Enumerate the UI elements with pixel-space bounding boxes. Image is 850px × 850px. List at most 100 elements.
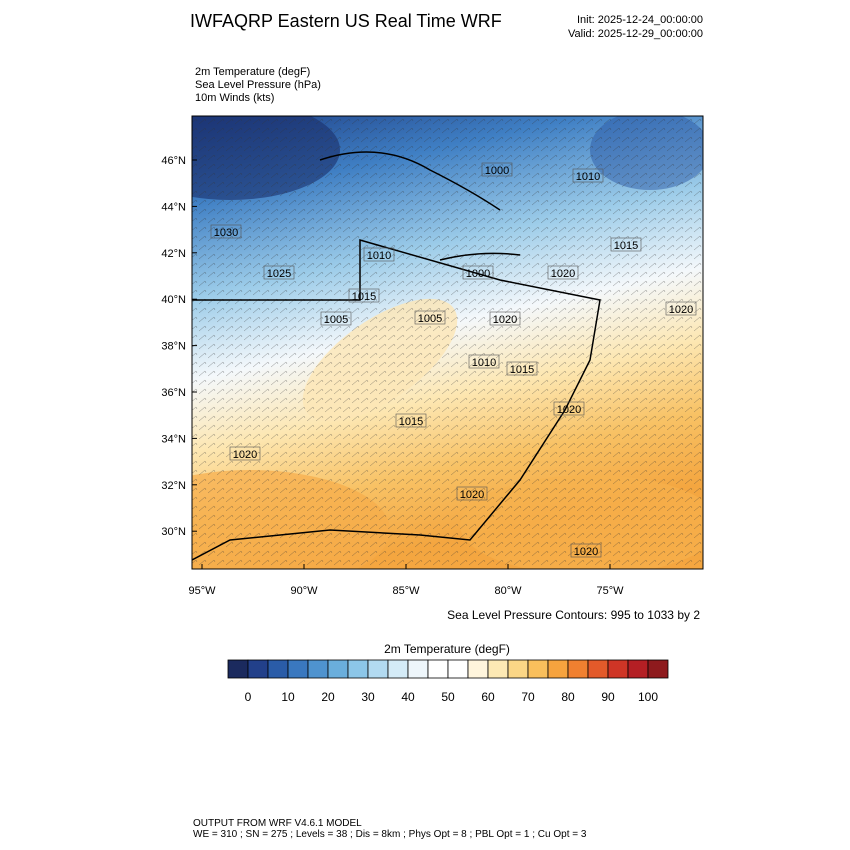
colorbar-tick-label: 100 — [638, 690, 658, 704]
contour-label: 1010 — [472, 357, 496, 369]
footer-line: OUTPUT FROM WRF V4.6.1 MODEL — [193, 818, 362, 829]
colorbar: 0 10 20 30 40 50 60 70 80 90 100 — [227, 659, 669, 704]
colorbar-swatch — [527, 659, 549, 679]
contour-label-box — [414, 310, 446, 325]
lat-label: 42°N — [161, 248, 186, 260]
colorbar-title: 2m Temperature (degF) — [384, 642, 510, 656]
map-area — [192, 116, 703, 569]
lon-label: 95°W — [188, 585, 216, 597]
contour-label-box — [456, 486, 488, 501]
contour-label-box — [489, 311, 521, 326]
lat-label: 40°N — [161, 294, 186, 306]
map-frame — [191, 115, 704, 570]
lon-label: 75°W — [596, 585, 624, 597]
contour-label-box — [348, 288, 380, 303]
colorbar-swatch — [507, 659, 529, 679]
contour-label-box — [263, 265, 295, 280]
contour-label-box — [320, 311, 352, 326]
lat-label: 30°N — [161, 526, 186, 538]
contour-label: 1025 — [267, 268, 291, 280]
contour-label: 1020 — [557, 404, 581, 416]
contour-label: 1015 — [399, 416, 423, 428]
lat-label: 46°N — [161, 155, 186, 167]
contour-label-box — [210, 224, 242, 239]
lat-label: 38°N — [161, 341, 186, 353]
colorbar-swatch — [347, 659, 369, 679]
colorbar-swatch — [227, 659, 249, 679]
contour-label: 1015 — [614, 240, 638, 252]
colorbar-swatch — [367, 659, 389, 679]
colorbar-swatch — [407, 659, 429, 679]
colorbar-swatch — [247, 659, 269, 679]
lat-label: 36°N — [161, 387, 186, 399]
contour-label-box — [363, 247, 395, 262]
field-label: 2m Temperature (degF) — [195, 66, 310, 78]
colorbar-tick-label: 20 — [321, 690, 335, 704]
colorbar-swatch — [447, 659, 469, 679]
contour-label-box — [481, 162, 513, 177]
colorbar-swatch — [427, 659, 449, 679]
contour-label-box — [468, 354, 500, 369]
contour-label-box — [572, 168, 604, 183]
contour-note: Sea Level Pressure Contours: 995 to 1033… — [447, 608, 700, 622]
colorbar-tick-label: 40 — [401, 690, 415, 704]
contour-label: 1030 — [214, 227, 238, 239]
colorbar-tick-label: 50 — [441, 690, 455, 704]
great-lakes — [319, 151, 521, 261]
contour-label-box — [395, 413, 427, 428]
init-time: Init: 2025-12-24_00:00:00 — [577, 14, 703, 26]
field-label: Sea Level Pressure (hPa) — [195, 79, 321, 91]
colorbar-swatch — [627, 659, 649, 679]
lat-label: 44°N — [161, 201, 186, 213]
colorbar-tick-label: 90 — [601, 690, 615, 704]
lon-label: 80°W — [494, 585, 522, 597]
contour-label: 1015 — [352, 291, 376, 303]
colorbar-tick-label: 70 — [521, 690, 535, 704]
lon-label: 90°W — [290, 585, 318, 597]
contour-label: 1010 — [576, 171, 600, 183]
colorbar-swatch — [647, 659, 669, 679]
colorbar-tick-label: 10 — [281, 690, 295, 704]
contour-label: 1005 — [324, 314, 348, 326]
colorbar-swatch — [547, 659, 569, 679]
colorbar-tick-label: 30 — [361, 690, 375, 704]
colorbar-tick-label: 60 — [481, 690, 495, 704]
colorbar-swatch — [267, 659, 289, 679]
valid-time: Valid: 2025-12-29_00:00:00 — [568, 28, 703, 40]
colorbar-swatch — [567, 659, 589, 679]
contour-label-box — [665, 301, 697, 316]
colorbar-tick-label: 80 — [561, 690, 575, 704]
contour-label-box — [462, 265, 494, 280]
contour-label: 1020 — [551, 268, 575, 280]
contour-label: 1000 — [466, 268, 490, 280]
coastline — [192, 239, 601, 561]
footer-line: WE = 310 ; SN = 275 ; Levels = 38 ; Dis … — [193, 829, 587, 840]
contour-label-box — [553, 401, 585, 416]
colorbar-swatch — [287, 659, 309, 679]
contour-label-box — [506, 361, 538, 376]
colorbar-swatch — [327, 659, 349, 679]
colorbar-swatch — [307, 659, 329, 679]
contour-label: 1005 — [418, 313, 442, 325]
contour-label: 1015 — [510, 364, 534, 376]
contour-label: 1020 — [669, 304, 693, 316]
colorbar-swatch — [587, 659, 609, 679]
contour-label-box — [547, 265, 579, 280]
colorbar-swatch — [607, 659, 629, 679]
contour-label: 1020 — [574, 546, 598, 558]
contour-label-box — [229, 446, 261, 461]
contour-label: 1020 — [233, 449, 257, 461]
colorbar-tick-label: 0 — [245, 690, 252, 704]
contour-label: 1000 — [485, 165, 509, 177]
contour-label: 1020 — [460, 489, 484, 501]
contour-label-box — [570, 543, 602, 558]
contour-label: 1010 — [367, 250, 391, 262]
contour-label: 1020 — [493, 314, 517, 326]
lat-label: 32°N — [161, 480, 186, 492]
lat-label: 34°N — [161, 433, 186, 445]
colorbar-swatch — [467, 659, 489, 679]
title: IWFAQRP Eastern US Real Time WRF — [190, 11, 502, 31]
wind-barbs — [192, 116, 703, 569]
